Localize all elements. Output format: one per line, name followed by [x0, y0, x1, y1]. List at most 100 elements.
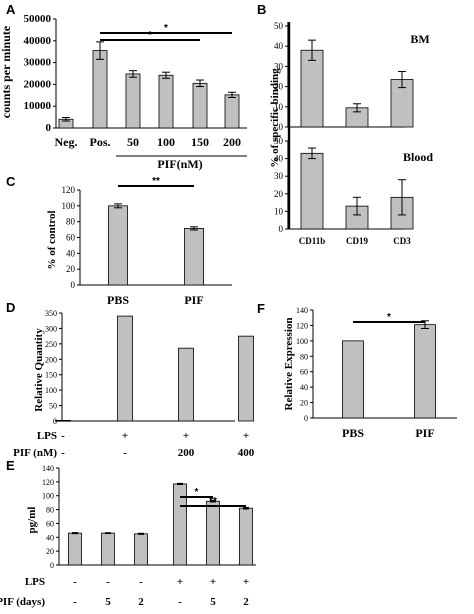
row-value-d: -: [61, 447, 65, 459]
y-tick-label-e: 20: [46, 547, 54, 556]
row-value-e: +: [210, 576, 216, 588]
y-tick-label-b-top: 20: [274, 82, 284, 92]
bar-a: [224, 94, 240, 129]
bar-d: [178, 347, 194, 422]
y-tick-label-c: 0: [71, 280, 76, 290]
bar-a: [192, 82, 208, 129]
panel-label-f: F: [257, 301, 265, 316]
bar-e: [206, 500, 220, 566]
y-tick-label-b-top: 50: [274, 21, 284, 31]
y-tick-label-b-bottom: 50: [274, 136, 284, 146]
y-tick-label-e: 80: [46, 506, 54, 515]
panel-label-c: C: [6, 174, 16, 189]
y-tick-label-c: 60: [66, 233, 76, 243]
y-tick-label-b-top: 10: [274, 102, 284, 112]
row-value-e: -: [139, 576, 143, 588]
category-label-a: 50: [127, 135, 139, 149]
row-value-d: -: [123, 447, 127, 459]
panel-label-a: A: [6, 2, 16, 17]
row-label-d: PIF (nM): [13, 447, 57, 459]
y-tick-label-d: 200: [45, 355, 57, 364]
y-tick-label-f: 20: [300, 399, 308, 408]
significance-label-a: *: [164, 23, 168, 34]
y-tick-label-d: 350: [45, 309, 57, 318]
y-tick-label-c: 120: [62, 185, 76, 195]
bar-d: [117, 315, 133, 422]
y-tick-label-d: 150: [45, 371, 57, 380]
category-label-f: PBS: [342, 426, 364, 440]
category-label-b-bottom: CD11b: [299, 236, 326, 246]
significance-label-e: **: [209, 496, 217, 507]
row-label-d: LPS: [37, 430, 57, 442]
y-axis-label-e: pg/ml: [26, 507, 38, 534]
category-label-a: Pos.: [90, 135, 111, 149]
y-tick-label-b-top: 0: [279, 122, 284, 132]
row-value-e: 5: [210, 596, 216, 608]
category-label-b-bottom: CD19: [346, 236, 368, 246]
bar-b-bottom: [300, 152, 324, 230]
y-tick-label-f: 100: [296, 337, 308, 346]
y-axis-label-a: counts per minute: [0, 25, 13, 118]
y-tick-label-b-top: 30: [274, 61, 284, 71]
row-value-d: +: [243, 430, 249, 442]
category-label-c: PIF: [184, 293, 203, 307]
y-tick-label-a: 40000: [24, 35, 52, 47]
category-label-a: 200: [223, 135, 241, 149]
bar-c: [108, 205, 128, 286]
y-tick-label-e: 40: [46, 533, 54, 542]
row-value-e: -: [73, 596, 77, 608]
y-tick-label-b-bottom: 40: [274, 154, 284, 164]
y-tick-label-b-bottom: 20: [274, 189, 284, 199]
bar-a: [125, 73, 141, 129]
row-label-e: PIF (days): [0, 596, 45, 608]
bar-e: [134, 533, 148, 566]
row-value-e: 2: [243, 596, 249, 608]
bar-f: [342, 340, 364, 419]
bar-e: [239, 507, 253, 566]
category-label-b-top: CD19: [337, 0, 376, 4]
row-value-e: -: [178, 596, 182, 608]
row-value-e: -: [73, 576, 77, 588]
y-tick-label-f: 120: [296, 321, 308, 330]
x-axis-title-a: PIF(nM): [157, 157, 202, 171]
y-tick-label-c: 100: [62, 201, 76, 211]
bar-d: [55, 419, 71, 422]
bar-a: [158, 74, 174, 129]
y-tick-label-a: 0: [46, 122, 52, 134]
y-tick-label-c: 80: [66, 217, 76, 227]
y-tick-label-d: 300: [45, 324, 57, 333]
row-label-e: LPS: [25, 576, 45, 588]
y-tick-label-b-bottom: 30: [274, 171, 284, 181]
category-label-b-top: CD3: [386, 0, 417, 4]
row-value-d: +: [183, 430, 189, 442]
panel-annotation-b-top: BM: [410, 32, 429, 46]
y-tick-label-a: 20000: [24, 78, 52, 90]
y-tick-label-f: 140: [296, 306, 308, 315]
y-tick-label-b-bottom: 10: [274, 206, 284, 216]
y-tick-label-d: 250: [45, 340, 57, 349]
significance-label-a: *: [148, 30, 152, 41]
row-value-d: 200: [178, 447, 195, 459]
y-tick-label-d: 100: [45, 386, 57, 395]
y-tick-label-a: 30000: [24, 57, 52, 69]
significance-label-f: *: [387, 312, 391, 323]
y-tick-label-a: 10000: [24, 100, 52, 112]
y-tick-label-d: 0: [53, 417, 57, 426]
bar-f: [414, 324, 436, 419]
panel-label-b-top: B: [257, 2, 266, 17]
row-value-e: +: [177, 576, 183, 588]
y-tick-label-e: 140: [42, 464, 54, 473]
category-label-b-top: CD11b: [288, 0, 335, 4]
category-label-f: PIF: [415, 426, 434, 440]
y-axis-label-f: Relative Expression: [283, 318, 295, 411]
y-tick-label-e: 120: [42, 478, 54, 487]
row-value-d: -: [61, 430, 65, 442]
bar-e: [101, 532, 115, 566]
row-value-e: 5: [105, 596, 111, 608]
y-tick-label-c: 20: [66, 264, 76, 274]
y-tick-label-b-bottom: 0: [279, 224, 284, 234]
y-axis-label-d: Relative Quantity: [33, 328, 45, 412]
panel-label-d: D: [6, 300, 15, 315]
significance-label-e: *: [195, 487, 199, 498]
